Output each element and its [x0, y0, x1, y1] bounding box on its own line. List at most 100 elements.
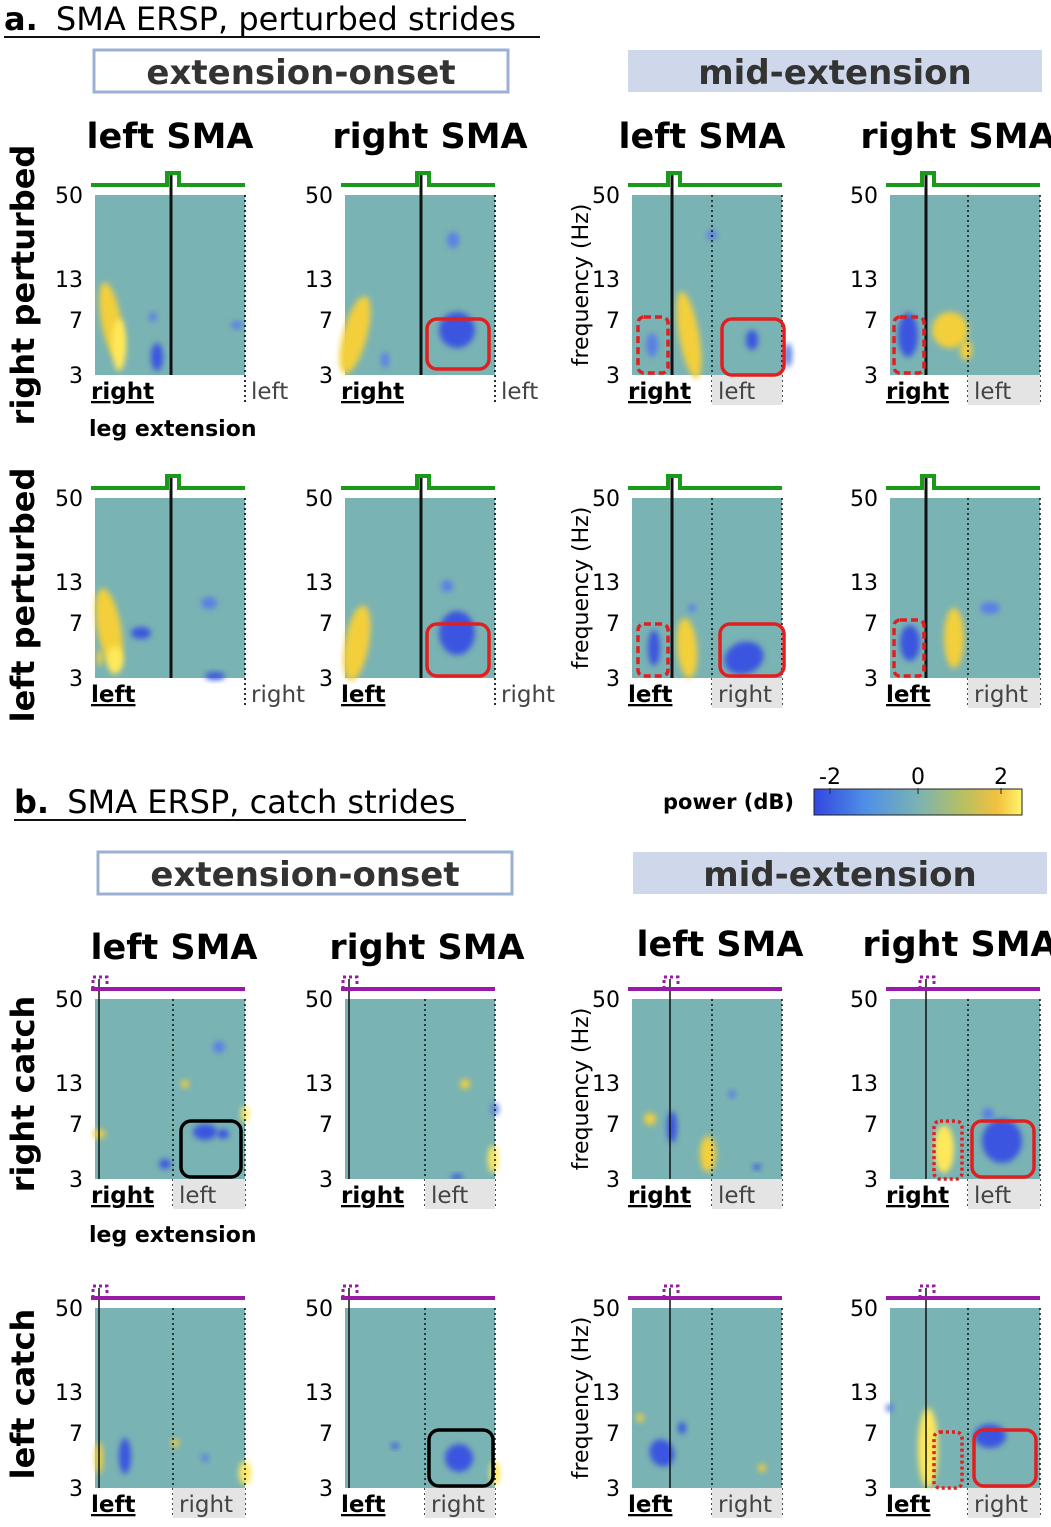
- catch-marker: [341, 1284, 359, 1298]
- hemisphere-header: right SMA: [332, 117, 527, 157]
- y-tick-label: 7: [319, 1422, 333, 1447]
- frequency-axis-label: frequency (Hz): [569, 204, 594, 367]
- power-blob: [231, 321, 243, 329]
- y-tick-label: 7: [864, 309, 878, 334]
- phase-box: [712, 375, 782, 405]
- power-blob: [644, 1113, 656, 1125]
- hemisphere-header: right SMA: [860, 117, 1051, 157]
- section-b: b. SMA ERSP, catch strides extension-ons…: [4, 783, 1051, 1479]
- perturbation-trace: [91, 474, 245, 490]
- y-tick-label: 50: [592, 487, 620, 512]
- y-tick-label: 7: [319, 1113, 333, 1138]
- phase-label-first: right: [341, 1183, 404, 1209]
- event-header-box: [92, 48, 510, 94]
- catch-box: [179, 1119, 243, 1179]
- power-blob: [728, 1090, 736, 1098]
- power-blob: [213, 1041, 225, 1053]
- power-blob: [107, 646, 123, 674]
- y-tick-label: 50: [55, 184, 83, 209]
- phase-label-second: right: [431, 1492, 485, 1518]
- event-header-mid-extension: mid-extension: [698, 53, 972, 93]
- hemisphere-header: left SMA: [86, 117, 253, 157]
- section-a-letter: a.: [4, 0, 38, 38]
- highlight-box-dashed: [892, 618, 926, 678]
- power-blob: [676, 618, 698, 678]
- phase-box: [425, 1488, 495, 1518]
- power-blob: [439, 312, 475, 348]
- y-tick-label: 7: [606, 612, 620, 637]
- phase-box: [712, 1179, 782, 1209]
- power-blob: [343, 605, 371, 681]
- highlight-box-dashed: [636, 622, 670, 678]
- power-blob: [171, 1439, 179, 1447]
- ersp-panel: right left 50 13 7 3 frequency (Hz): [569, 975, 783, 1209]
- y-tick-label: 50: [592, 1297, 620, 1322]
- heatmap-area: [95, 999, 245, 1179]
- power-blob: [151, 343, 163, 371]
- frequency-axis-label: frequency (Hz): [569, 1317, 594, 1480]
- y-tick-label: 13: [592, 268, 620, 293]
- power-blob: [201, 1454, 209, 1462]
- phase-label-first: left: [628, 1492, 672, 1518]
- phase-label-first: left: [341, 1492, 385, 1518]
- y-tick-label: 3: [319, 1477, 333, 1502]
- heatmap-area: [890, 1308, 1040, 1488]
- catch-box: [427, 1428, 495, 1488]
- hemisphere-header: left SMA: [90, 928, 257, 968]
- power-blob: [646, 333, 658, 357]
- ersp-panel: left right 50 13 7 3: [305, 474, 555, 708]
- power-blob: [451, 1174, 463, 1180]
- y-tick-label: 7: [69, 612, 83, 637]
- y-tick-label: 7: [864, 612, 878, 637]
- y-tick-label: 7: [864, 1113, 878, 1138]
- y-tick-label: 3: [864, 667, 878, 692]
- phase-box: [968, 1488, 1040, 1518]
- y-tick-label: 50: [850, 988, 878, 1013]
- y-tick-label: 3: [69, 1477, 83, 1502]
- heatmap-panels: right left 50 13 7 3 right left 50 13 7 3 right left 5…: [55, 171, 1041, 1518]
- perturbation-trace: [886, 171, 1040, 187]
- y-tick-label: 50: [850, 487, 878, 512]
- power-blob: [900, 625, 920, 661]
- y-tick-label: 3: [864, 364, 878, 389]
- event-header-mid-extension: mid-extension: [703, 855, 977, 895]
- colorbar-tick: -2: [819, 765, 841, 790]
- event-header-box: [628, 50, 1042, 92]
- y-tick-label: 13: [305, 1072, 333, 1097]
- y-tick-label: 50: [305, 487, 333, 512]
- power-blob: [982, 1119, 1022, 1163]
- power-blob: [339, 296, 371, 374]
- phase-label-first: left: [628, 682, 672, 708]
- section-a: a. SMA ERSP, perturbed strides extension…: [4, 0, 1051, 722]
- y-tick-label: 50: [55, 1297, 83, 1322]
- y-tick-label: 13: [850, 1381, 878, 1406]
- power-blob: [636, 1414, 644, 1422]
- ersp-panel: left right 50 13 7 3: [850, 1284, 1041, 1518]
- perturbation-trace: [341, 474, 495, 490]
- phase-label-first: right: [628, 1183, 691, 1209]
- phase-label-first: right: [91, 1183, 154, 1209]
- phase-label-second: right: [718, 682, 772, 708]
- phase-label-first: right: [886, 379, 949, 405]
- phase-label-second: left: [501, 379, 538, 405]
- y-tick-label: 13: [55, 1381, 83, 1406]
- y-tick-label: 3: [606, 667, 620, 692]
- y-tick-label: 13: [592, 1072, 620, 1097]
- highlight-box: [718, 622, 786, 678]
- y-tick-label: 50: [305, 1297, 333, 1322]
- power-blob: [758, 1464, 766, 1472]
- catch-marker: [91, 975, 109, 989]
- power-blob: [753, 1164, 761, 1170]
- y-tick-label: 3: [69, 1168, 83, 1193]
- phase-label-second: left: [431, 1183, 468, 1209]
- power-blob: [676, 291, 702, 379]
- phase-box: [173, 1179, 245, 1209]
- highlight-box-dotted: [932, 1119, 964, 1181]
- power-blob: [932, 312, 968, 348]
- event-header-extension-onset: extension-onset: [146, 53, 455, 93]
- power-blob: [982, 1108, 994, 1120]
- hemisphere-header: left SMA: [618, 117, 785, 157]
- power-blob: [700, 1136, 716, 1172]
- ersp-panel: right left 50 13 7 3: [850, 975, 1041, 1209]
